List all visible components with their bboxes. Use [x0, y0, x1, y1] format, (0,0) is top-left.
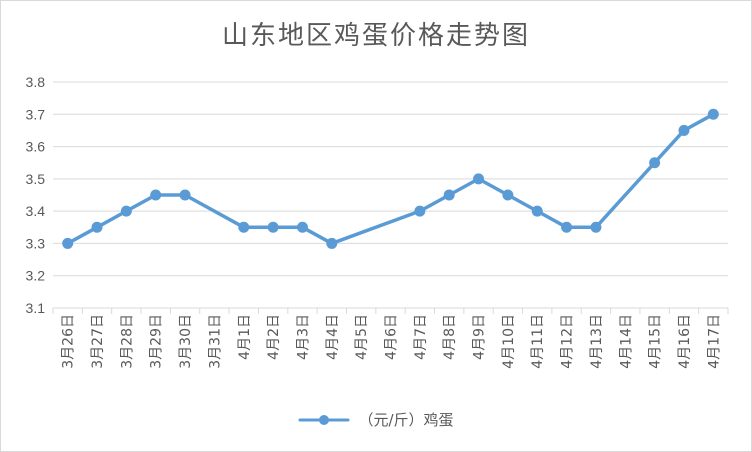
x-tick-label: 4月1日 — [237, 314, 253, 360]
data-point — [531, 205, 543, 217]
y-tick-label: 3.5 — [26, 171, 46, 187]
x-tick-label: 4月10日 — [501, 314, 517, 369]
data-point — [590, 221, 602, 233]
x-tick-label: 4月16日 — [677, 314, 693, 369]
x-tick-label: 4月15日 — [648, 314, 664, 369]
y-tick-label: 3.7 — [26, 106, 46, 122]
y-tick-label: 3.6 — [26, 139, 46, 155]
data-point — [473, 173, 485, 185]
legend: （元/斤）鸡蛋 — [1, 409, 751, 430]
legend-marker — [298, 414, 350, 425]
y-tick-label: 3.2 — [26, 268, 46, 284]
x-tick-label: 3月31日 — [207, 314, 223, 369]
data-point — [649, 157, 661, 169]
data-point — [238, 221, 250, 233]
y-tick-label: 3.8 — [26, 74, 46, 90]
data-point — [150, 189, 162, 201]
data-point — [561, 221, 573, 233]
data-point — [120, 205, 132, 217]
x-tick-label: 3月27日 — [90, 314, 106, 369]
data-point — [678, 124, 690, 136]
data-point — [91, 221, 103, 233]
x-tick-label: 3月29日 — [149, 314, 165, 369]
x-tick-label: 3月30日 — [178, 314, 194, 369]
y-tick-label: 3.4 — [26, 203, 46, 219]
data-point — [326, 237, 338, 249]
data-point — [443, 189, 455, 201]
data-point — [62, 237, 74, 249]
x-tick-label: 4月14日 — [618, 314, 634, 369]
x-tick-label: 4月17日 — [706, 314, 722, 369]
x-tick-label: 4月5日 — [354, 314, 370, 360]
x-tick-label: 4月6日 — [384, 314, 400, 360]
x-tick-label: 4月2日 — [266, 314, 282, 360]
x-tick-label: 4月12日 — [560, 314, 576, 369]
x-tick-label: 4月11日 — [530, 314, 546, 369]
x-tick-label: 4月3日 — [295, 314, 311, 360]
data-point — [707, 108, 719, 120]
data-point — [179, 189, 191, 201]
y-tick-label: 3.1 — [26, 300, 46, 316]
x-tick-label: 4月9日 — [472, 314, 488, 360]
x-tick-label: 3月26日 — [61, 314, 77, 369]
x-tick-label: 4月4日 — [325, 314, 341, 360]
x-tick-label: 4月7日 — [413, 314, 429, 360]
y-tick-label: 3.3 — [26, 235, 46, 251]
chart-title: 山东地区鸡蛋价格走势图 — [221, 21, 530, 51]
legend-label: （元/斤）鸡蛋 — [358, 411, 454, 429]
data-point — [267, 221, 279, 233]
data-point — [296, 221, 308, 233]
data-point — [414, 205, 426, 217]
x-tick-label: 4月13日 — [589, 314, 605, 369]
data-point — [502, 189, 514, 201]
x-tick-label: 4月8日 — [442, 314, 458, 360]
x-tick-label: 3月28日 — [119, 314, 135, 369]
